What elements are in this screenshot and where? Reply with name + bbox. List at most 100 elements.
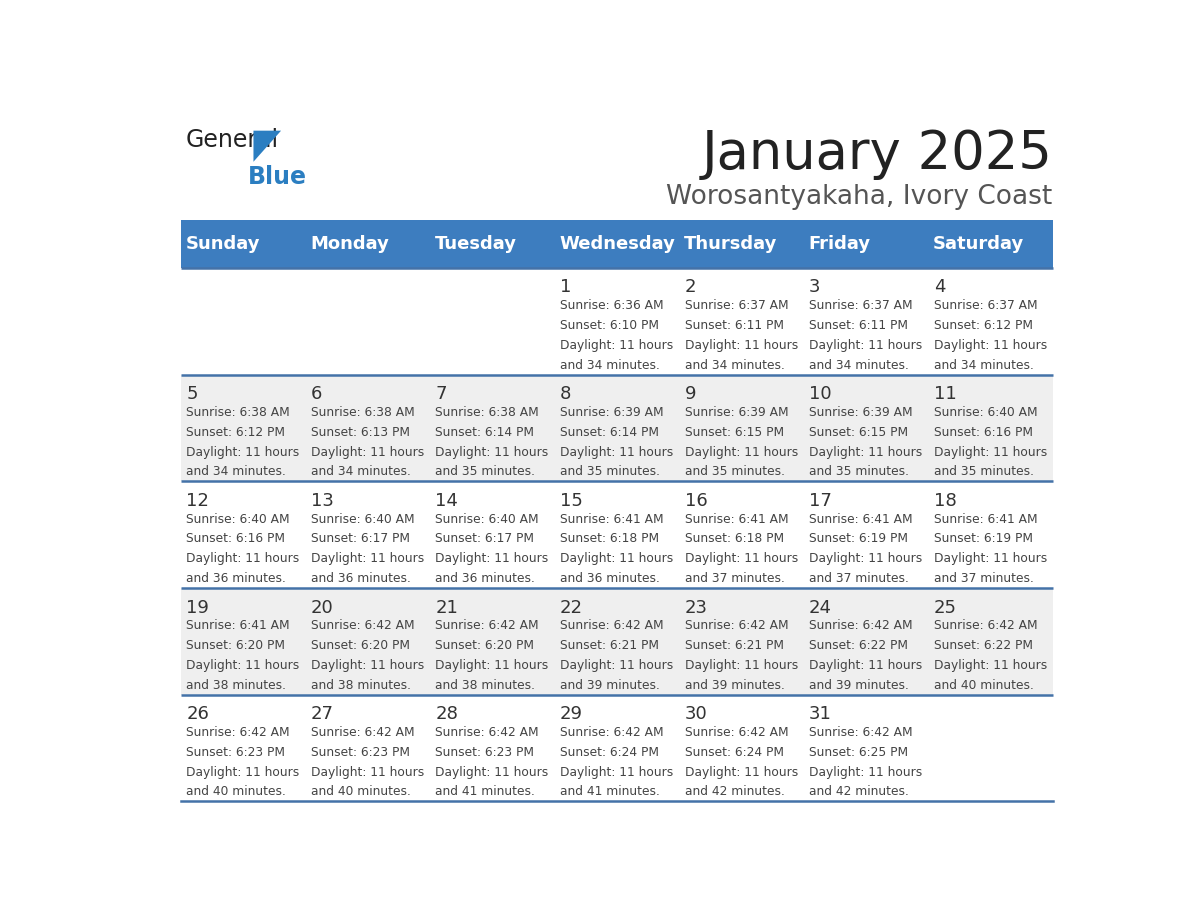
Text: Daylight: 11 hours: Daylight: 11 hours [436, 659, 549, 672]
Text: Blue: Blue [248, 164, 307, 188]
Text: Sunset: 6:21 PM: Sunset: 6:21 PM [560, 639, 659, 652]
Text: Sunset: 6:25 PM: Sunset: 6:25 PM [809, 746, 909, 759]
Text: Sunrise: 6:42 AM: Sunrise: 6:42 AM [684, 726, 788, 739]
Text: and 37 minutes.: and 37 minutes. [684, 572, 784, 585]
Text: Sunset: 6:20 PM: Sunset: 6:20 PM [187, 639, 285, 652]
Text: Daylight: 11 hours: Daylight: 11 hours [187, 445, 299, 458]
Text: Saturday: Saturday [933, 235, 1024, 252]
Text: 17: 17 [809, 492, 832, 509]
Text: and 37 minutes.: and 37 minutes. [809, 572, 909, 585]
Text: Daylight: 11 hours: Daylight: 11 hours [436, 766, 549, 778]
Text: 31: 31 [809, 705, 832, 723]
Text: 10: 10 [809, 386, 832, 403]
Text: Daylight: 11 hours: Daylight: 11 hours [684, 659, 798, 672]
Text: 13: 13 [311, 492, 334, 509]
Text: 9: 9 [684, 386, 696, 403]
Text: and 38 minutes.: and 38 minutes. [187, 678, 286, 692]
Text: Sunset: 6:24 PM: Sunset: 6:24 PM [560, 746, 659, 759]
Text: and 42 minutes.: and 42 minutes. [809, 786, 909, 799]
Text: Sunrise: 6:41 AM: Sunrise: 6:41 AM [684, 513, 788, 526]
Text: Daylight: 11 hours: Daylight: 11 hours [809, 339, 922, 352]
Text: Sunset: 6:16 PM: Sunset: 6:16 PM [934, 426, 1032, 439]
Text: Daylight: 11 hours: Daylight: 11 hours [684, 553, 798, 565]
Text: Sunset: 6:18 PM: Sunset: 6:18 PM [560, 532, 659, 545]
Text: Sunrise: 6:39 AM: Sunrise: 6:39 AM [560, 406, 664, 419]
Text: 18: 18 [934, 492, 956, 509]
Text: 21: 21 [436, 599, 459, 617]
Text: Sunset: 6:15 PM: Sunset: 6:15 PM [684, 426, 784, 439]
Text: Sunrise: 6:37 AM: Sunrise: 6:37 AM [809, 299, 912, 312]
Text: General: General [185, 128, 278, 151]
Bar [181, 375, 1053, 481]
Text: Daylight: 11 hours: Daylight: 11 hours [311, 553, 424, 565]
Text: Sunrise: 6:41 AM: Sunrise: 6:41 AM [809, 513, 912, 526]
Text: Daylight: 11 hours: Daylight: 11 hours [684, 766, 798, 778]
Text: Sunrise: 6:41 AM: Sunrise: 6:41 AM [934, 513, 1037, 526]
Text: Daylight: 11 hours: Daylight: 11 hours [187, 659, 299, 672]
Text: Sunset: 6:20 PM: Sunset: 6:20 PM [311, 639, 410, 652]
Text: Sunset: 6:11 PM: Sunset: 6:11 PM [809, 319, 908, 332]
Text: Sunset: 6:16 PM: Sunset: 6:16 PM [187, 532, 285, 545]
Text: Worosantyakaha, Ivory Coast: Worosantyakaha, Ivory Coast [666, 185, 1053, 210]
Text: Sunrise: 6:40 AM: Sunrise: 6:40 AM [934, 406, 1037, 419]
Text: Sunrise: 6:38 AM: Sunrise: 6:38 AM [436, 406, 539, 419]
Text: and 35 minutes.: and 35 minutes. [436, 465, 536, 478]
Text: Sunrise: 6:42 AM: Sunrise: 6:42 AM [809, 620, 912, 633]
Text: Sunrise: 6:42 AM: Sunrise: 6:42 AM [560, 620, 664, 633]
Text: Daylight: 11 hours: Daylight: 11 hours [809, 766, 922, 778]
Text: Daylight: 11 hours: Daylight: 11 hours [560, 766, 674, 778]
Text: Sunrise: 6:38 AM: Sunrise: 6:38 AM [187, 406, 290, 419]
Text: Sunset: 6:22 PM: Sunset: 6:22 PM [809, 639, 908, 652]
Text: Daylight: 11 hours: Daylight: 11 hours [809, 553, 922, 565]
Text: Daylight: 11 hours: Daylight: 11 hours [560, 339, 674, 352]
Text: 15: 15 [560, 492, 583, 509]
Text: and 40 minutes.: and 40 minutes. [187, 786, 286, 799]
Text: 24: 24 [809, 599, 832, 617]
Text: 16: 16 [684, 492, 707, 509]
Text: and 34 minutes.: and 34 minutes. [934, 359, 1034, 372]
Text: Sunrise: 6:37 AM: Sunrise: 6:37 AM [934, 299, 1037, 312]
Text: Sunrise: 6:39 AM: Sunrise: 6:39 AM [809, 406, 912, 419]
Text: Sunrise: 6:37 AM: Sunrise: 6:37 AM [684, 299, 788, 312]
Text: and 36 minutes.: and 36 minutes. [436, 572, 536, 585]
Text: and 42 minutes.: and 42 minutes. [684, 786, 784, 799]
Text: 25: 25 [934, 599, 956, 617]
Text: and 40 minutes.: and 40 minutes. [311, 786, 411, 799]
Bar [181, 695, 1053, 801]
Text: Sunset: 6:22 PM: Sunset: 6:22 PM [934, 639, 1032, 652]
Text: Daylight: 11 hours: Daylight: 11 hours [809, 445, 922, 458]
Text: Sunset: 6:14 PM: Sunset: 6:14 PM [436, 426, 535, 439]
Text: Wednesday: Wednesday [560, 235, 675, 252]
Text: 19: 19 [187, 599, 209, 617]
Text: Sunset: 6:14 PM: Sunset: 6:14 PM [560, 426, 659, 439]
Bar [181, 268, 1053, 375]
Text: Sunset: 6:19 PM: Sunset: 6:19 PM [934, 532, 1032, 545]
Text: Sunset: 6:19 PM: Sunset: 6:19 PM [809, 532, 908, 545]
Text: Sunset: 6:17 PM: Sunset: 6:17 PM [311, 532, 410, 545]
Text: Sunset: 6:24 PM: Sunset: 6:24 PM [684, 746, 784, 759]
Text: Sunrise: 6:42 AM: Sunrise: 6:42 AM [560, 726, 664, 739]
Text: Daylight: 11 hours: Daylight: 11 hours [560, 553, 674, 565]
Text: and 37 minutes.: and 37 minutes. [934, 572, 1034, 585]
Text: Sunrise: 6:40 AM: Sunrise: 6:40 AM [436, 513, 539, 526]
Text: Monday: Monday [310, 235, 390, 252]
Text: and 35 minutes.: and 35 minutes. [560, 465, 661, 478]
Text: Daylight: 11 hours: Daylight: 11 hours [436, 553, 549, 565]
Text: Sunset: 6:15 PM: Sunset: 6:15 PM [809, 426, 909, 439]
Text: 6: 6 [311, 386, 322, 403]
Text: and 41 minutes.: and 41 minutes. [560, 786, 659, 799]
Text: and 34 minutes.: and 34 minutes. [684, 359, 784, 372]
Text: 29: 29 [560, 705, 583, 723]
Text: and 35 minutes.: and 35 minutes. [934, 465, 1034, 478]
Text: Daylight: 11 hours: Daylight: 11 hours [436, 445, 549, 458]
Text: Daylight: 11 hours: Daylight: 11 hours [684, 445, 798, 458]
Text: Sunrise: 6:40 AM: Sunrise: 6:40 AM [187, 513, 290, 526]
Text: Daylight: 11 hours: Daylight: 11 hours [187, 553, 299, 565]
Text: and 41 minutes.: and 41 minutes. [436, 786, 536, 799]
Bar [181, 481, 1053, 588]
Text: and 40 minutes.: and 40 minutes. [934, 678, 1034, 692]
Text: and 34 minutes.: and 34 minutes. [311, 465, 411, 478]
Text: and 34 minutes.: and 34 minutes. [809, 359, 909, 372]
Text: Thursday: Thursday [684, 235, 777, 252]
Text: 2: 2 [684, 278, 696, 297]
